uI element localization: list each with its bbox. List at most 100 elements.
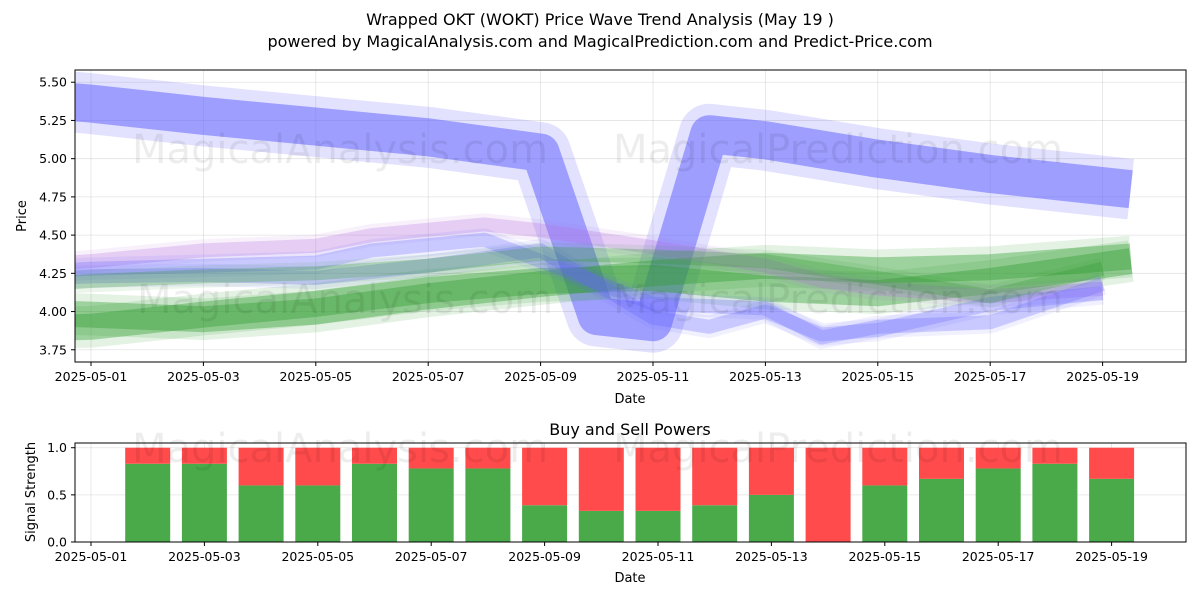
price-x-tick-label: 2025-05-09 [504, 369, 577, 384]
price-series-band [75, 232, 1105, 345]
buy-bar [1032, 463, 1078, 542]
sell-bar [408, 447, 454, 469]
buy-bar [635, 510, 681, 542]
price-x-tick-label: 2025-05-11 [617, 369, 690, 384]
signal-x-tick-label: 2025-05-03 [168, 549, 241, 564]
signal-x-tick-label: 2025-05-01 [55, 549, 128, 564]
price-x-tick-label: 2025-05-17 [954, 369, 1027, 384]
sell-bar [578, 447, 624, 511]
buy-bar [181, 463, 227, 542]
buy-bar [862, 485, 908, 542]
price-series-halo [75, 239, 1104, 346]
buy-bar [692, 505, 738, 542]
signal-x-tick-label: 2025-05-05 [281, 549, 354, 564]
buy-bar [238, 485, 284, 542]
price-x-tick-label: 2025-05-19 [1066, 369, 1139, 384]
watermark-mid-right: MagicalPrediction.com [613, 277, 1063, 323]
sell-bar [748, 447, 794, 495]
signal-x-tick-label: 2025-05-09 [508, 549, 581, 564]
price-y-tick-label: 5.00 [39, 151, 67, 166]
price-x-tick-label: 2025-05-15 [841, 369, 914, 384]
price-y-tick-label: 4.50 [39, 228, 67, 243]
buy-bar [465, 468, 511, 542]
price-x-tick-label: 2025-05-13 [729, 369, 802, 384]
price-series-band [75, 246, 1105, 304]
watermark-bottom-left: MagicalAnalysis.com [132, 426, 548, 472]
sell-bar [862, 447, 908, 486]
watermark-bottom-right: MagicalPrediction.com [613, 426, 1063, 472]
price-y-tick-label: 5.50 [39, 75, 67, 90]
price-series-halo [75, 240, 1134, 349]
price-y-axis: 3.75 4.00 4.25 4.50 4.75 5.00 5.25 5.50 [39, 75, 75, 357]
price-plot-frame [74, 69, 1187, 363]
buy-bar [919, 478, 964, 542]
price-x-tick-label: 2025-05-05 [279, 369, 352, 384]
buy-bar [295, 485, 341, 542]
price-y-tick-label: 4.25 [39, 266, 67, 281]
sell-bar [1032, 447, 1078, 464]
price-x-axis: 2025-05-01 2025-05-03 2025-05-05 2025-05-07… [55, 362, 1139, 384]
sell-bar [238, 447, 284, 486]
price-series-area [75, 71, 1134, 353]
signal-x-tick-label: 2025-05-07 [395, 549, 468, 564]
price-series-band [75, 248, 1133, 341]
signal-y-axis: 0.0 0.5 1.0 [47, 440, 75, 550]
sell-bar [522, 447, 568, 506]
sell-bar [919, 447, 964, 479]
price-series-halo [75, 228, 1107, 349]
watermark-top-left: MagicalAnalysis.com [132, 127, 548, 173]
buy-bar [748, 494, 794, 542]
price-x-label: Date [614, 392, 645, 407]
price-series-band [75, 243, 1132, 333]
buy-bar [352, 463, 397, 542]
buy-bar [408, 468, 454, 542]
sell-bar [1089, 447, 1135, 479]
buy-bar [975, 468, 1021, 542]
signal-plot-frame [74, 442, 1187, 543]
signal-x-label: Date [614, 571, 645, 586]
sell-bar [352, 447, 397, 464]
price-y-tick-label: 3.75 [39, 342, 67, 357]
signal-x-tick-label: 2025-05-11 [622, 549, 695, 564]
buy-bar [1089, 478, 1135, 542]
signal-y-tick-label: 0.0 [47, 535, 67, 550]
sell-bar [635, 447, 681, 511]
signal-y-tick-label: 1.0 [47, 440, 67, 455]
price-grid [75, 70, 1186, 362]
chart-title: Wrapped OKT (WOKT) Price Wave Trend Anal… [366, 10, 834, 29]
price-x-tick-label: 2025-05-07 [392, 369, 465, 384]
watermark-mid-left: MagicalAnalysis.com [137, 277, 553, 323]
price-panel: MagicalAnalysis.com MagicalPrediction.co… [15, 69, 1187, 407]
signal-y-label: Signal Strength [24, 442, 39, 542]
signal-x-tick-label: 2025-05-17 [962, 549, 1035, 564]
price-x-tick-label: 2025-05-03 [167, 369, 240, 384]
price-y-label: Price [15, 200, 30, 232]
signal-x-tick-label: 2025-05-13 [735, 549, 808, 564]
price-y-tick-label: 4.00 [39, 304, 67, 319]
sell-bar [805, 447, 851, 542]
buy-bar [578, 510, 624, 542]
signal-x-tick-label: 2025-05-19 [1075, 549, 1148, 564]
price-series-halo [75, 235, 1133, 340]
sell-bar [295, 447, 341, 486]
price-series-band [75, 83, 1133, 342]
sell-bar [975, 447, 1021, 469]
price-series-band [75, 243, 1104, 342]
signal-x-tick-label: 2025-05-15 [848, 549, 921, 564]
price-series-halo [75, 242, 1106, 308]
signal-y-tick-label: 0.5 [47, 487, 67, 502]
signal-bars [125, 447, 1135, 542]
chart-subtitle: powered by MagicalAnalysis.com and Magic… [267, 32, 932, 51]
signal-x-axis: 2025-05-01 2025-05-03 2025-05-05 2025-05-07… [55, 542, 1148, 564]
price-series-halo [75, 213, 1104, 308]
price-series-band [75, 217, 1104, 304]
sell-bar [692, 447, 738, 506]
buy-bar [125, 463, 171, 542]
price-y-tick-label: 4.75 [39, 189, 67, 204]
sell-bar [465, 447, 511, 469]
price-y-tick-label: 5.25 [39, 113, 67, 128]
signal-title: Buy and Sell Powers [549, 420, 711, 439]
sell-bar [125, 447, 171, 464]
watermark-top-right: MagicalPrediction.com [613, 127, 1063, 173]
